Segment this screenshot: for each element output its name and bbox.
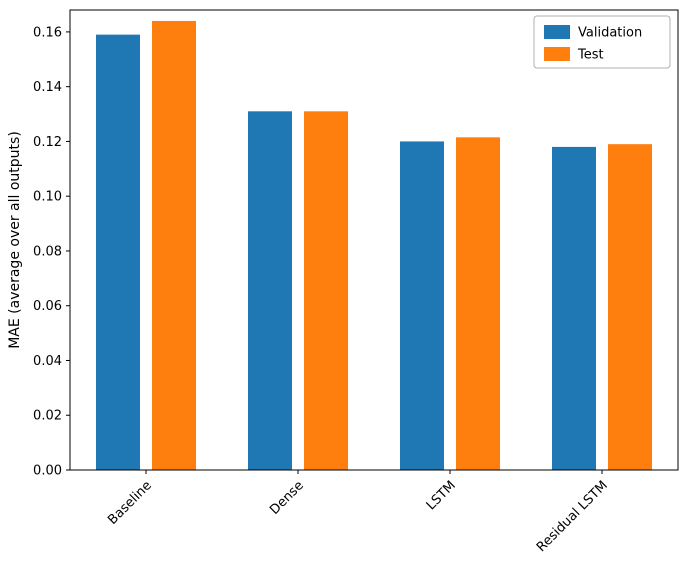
y-axis: 0.00 0.02 0.04 0.06 0.08 0.10 0.12 0.14 0.16	[33, 25, 70, 479]
bar-validation-lstm	[400, 141, 444, 470]
y-tick-label: 0.00	[33, 464, 62, 479]
y-tick-label: 0.06	[33, 299, 62, 314]
legend-swatch-validation	[544, 25, 570, 39]
y-tick-label: 0.02	[33, 409, 62, 424]
y-tick-label: 0.08	[33, 244, 62, 259]
x-tick-label: Residual LSTM	[534, 478, 611, 555]
x-tick-label: LSTM	[424, 478, 459, 513]
bars-series-validation	[96, 34, 596, 471]
x-tick-label: Dense	[267, 478, 307, 518]
bar-test-lstm	[456, 137, 500, 471]
bar-test-residual-lstm	[608, 144, 652, 470]
bar-validation-dense	[248, 111, 292, 471]
bar-validation-baseline	[96, 34, 140, 471]
y-tick-label: 0.12	[33, 135, 62, 150]
legend: Validation Test	[533, 15, 671, 69]
x-tick-label: Baseline	[105, 478, 155, 528]
bar-test-dense	[304, 111, 348, 471]
bars-series-test	[152, 20, 652, 471]
y-tick-label: 0.14	[33, 80, 62, 95]
y-tick-label: 0.16	[33, 25, 62, 40]
bar-test-baseline	[152, 20, 196, 470]
y-tick-label: 0.10	[33, 190, 62, 205]
legend-label-test: Test	[577, 48, 604, 63]
bar-validation-residual-lstm	[552, 146, 596, 470]
y-tick-label: 0.04	[33, 354, 62, 369]
legend-label-validation: Validation	[578, 26, 642, 41]
x-axis: Baseline Dense LSTM Residual LSTM	[105, 470, 611, 555]
plot-area-border	[69, 9, 679, 471]
legend-swatch-test	[544, 47, 570, 61]
y-axis-label: MAE (average over all outputs)	[7, 131, 23, 349]
